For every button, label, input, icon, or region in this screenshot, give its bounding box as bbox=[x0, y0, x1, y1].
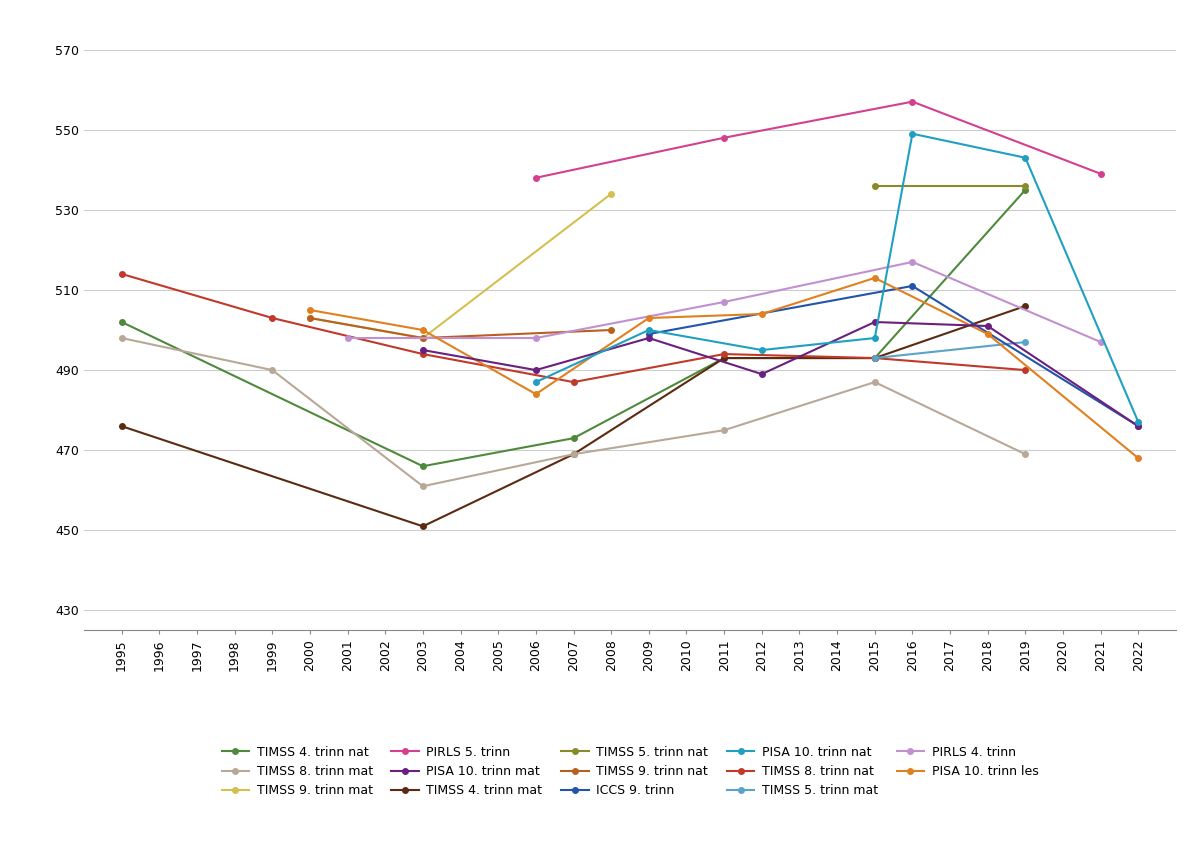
TIMSS 9. trinn mat bbox=[415, 333, 430, 343]
PISA 10. trinn les bbox=[755, 309, 769, 320]
PIRLS 4. trinn bbox=[1093, 337, 1108, 347]
TIMSS 5. trinn nat bbox=[868, 181, 882, 191]
PISA 10. trinn nat bbox=[868, 333, 882, 343]
TIMSS 8. trinn nat bbox=[114, 269, 128, 279]
ICCS 9. trinn bbox=[642, 329, 656, 339]
TIMSS 8. trinn mat bbox=[1018, 449, 1032, 459]
PIRLS 4. trinn bbox=[341, 333, 355, 343]
PISA 10. trinn les bbox=[1132, 453, 1146, 463]
TIMSS 5. trinn mat bbox=[1018, 337, 1032, 347]
TIMSS 9. trinn nat bbox=[302, 313, 317, 323]
Line: TIMSS 9. trinn nat: TIMSS 9. trinn nat bbox=[307, 315, 614, 341]
TIMSS 8. trinn mat bbox=[265, 365, 280, 375]
TIMSS 4. trinn nat bbox=[415, 461, 430, 471]
TIMSS 9. trinn mat bbox=[604, 188, 618, 199]
PIRLS 5. trinn bbox=[1093, 169, 1108, 179]
Line: TIMSS 4. trinn mat: TIMSS 4. trinn mat bbox=[119, 303, 1028, 529]
TIMSS 4. trinn nat bbox=[566, 433, 581, 443]
Line: PISA 10. trinn les: PISA 10. trinn les bbox=[307, 275, 1141, 461]
PISA 10. trinn les bbox=[980, 329, 995, 339]
TIMSS 8. trinn nat bbox=[265, 313, 280, 323]
PISA 10. trinn mat bbox=[529, 365, 544, 375]
TIMSS 8. trinn mat bbox=[868, 377, 882, 387]
PISA 10. trinn mat bbox=[642, 333, 656, 343]
PIRLS 4. trinn bbox=[529, 333, 544, 343]
TIMSS 8. trinn mat bbox=[114, 333, 128, 343]
TIMSS 9. trinn mat bbox=[302, 313, 317, 323]
PIRLS 5. trinn bbox=[529, 173, 544, 183]
TIMSS 8. trinn nat bbox=[1018, 365, 1032, 375]
Line: ICCS 9. trinn: ICCS 9. trinn bbox=[646, 283, 1141, 429]
TIMSS 4. trinn mat bbox=[868, 353, 882, 363]
Line: TIMSS 8. trinn mat: TIMSS 8. trinn mat bbox=[119, 335, 1028, 489]
PIRLS 4. trinn bbox=[905, 256, 919, 267]
Line: TIMSS 4. trinn nat: TIMSS 4. trinn nat bbox=[119, 187, 1028, 469]
TIMSS 4. trinn mat bbox=[415, 521, 430, 532]
TIMSS 5. trinn mat bbox=[868, 353, 882, 363]
TIMSS 5. trinn nat bbox=[1018, 181, 1032, 191]
PISA 10. trinn les bbox=[642, 313, 656, 323]
TIMSS 4. trinn nat bbox=[114, 317, 128, 327]
TIMSS 4. trinn nat bbox=[1018, 185, 1032, 195]
PISA 10. trinn nat bbox=[529, 377, 544, 387]
PISA 10. trinn mat bbox=[980, 321, 995, 331]
PISA 10. trinn mat bbox=[415, 345, 430, 355]
ICCS 9. trinn bbox=[905, 281, 919, 291]
TIMSS 9. trinn nat bbox=[415, 333, 430, 343]
PISA 10. trinn nat bbox=[1132, 417, 1146, 427]
TIMSS 8. trinn mat bbox=[716, 425, 731, 435]
Line: TIMSS 8. trinn nat: TIMSS 8. trinn nat bbox=[119, 271, 1028, 385]
TIMSS 8. trinn mat bbox=[566, 449, 581, 459]
PISA 10. trinn mat bbox=[868, 317, 882, 327]
Line: PIRLS 5. trinn: PIRLS 5. trinn bbox=[533, 99, 1104, 181]
TIMSS 9. trinn nat bbox=[604, 325, 618, 335]
TIMSS 4. trinn nat bbox=[868, 353, 882, 363]
Line: TIMSS 5. trinn nat: TIMSS 5. trinn nat bbox=[872, 183, 1028, 188]
PISA 10. trinn nat bbox=[642, 325, 656, 335]
TIMSS 8. trinn mat bbox=[415, 481, 430, 492]
PIRLS 4. trinn bbox=[716, 296, 731, 307]
ICCS 9. trinn bbox=[1132, 421, 1146, 431]
PISA 10. trinn nat bbox=[905, 129, 919, 139]
TIMSS 8. trinn nat bbox=[415, 349, 430, 360]
PISA 10. trinn nat bbox=[755, 345, 769, 355]
Line: PISA 10. trinn nat: PISA 10. trinn nat bbox=[533, 131, 1141, 425]
PISA 10. trinn les bbox=[868, 273, 882, 283]
PIRLS 5. trinn bbox=[716, 133, 731, 143]
TIMSS 4. trinn mat bbox=[566, 449, 581, 459]
PIRLS 5. trinn bbox=[905, 96, 919, 106]
Line: PISA 10. trinn mat: PISA 10. trinn mat bbox=[420, 320, 1141, 429]
TIMSS 8. trinn nat bbox=[868, 353, 882, 363]
PISA 10. trinn mat bbox=[755, 369, 769, 379]
PISA 10. trinn les bbox=[302, 305, 317, 315]
PISA 10. trinn les bbox=[415, 325, 430, 335]
Line: TIMSS 9. trinn mat: TIMSS 9. trinn mat bbox=[307, 191, 614, 341]
PISA 10. trinn nat bbox=[1018, 153, 1032, 163]
PISA 10. trinn les bbox=[529, 389, 544, 400]
TIMSS 4. trinn nat bbox=[716, 353, 731, 363]
TIMSS 8. trinn nat bbox=[716, 349, 731, 360]
TIMSS 4. trinn mat bbox=[1018, 301, 1032, 311]
TIMSS 4. trinn mat bbox=[716, 353, 731, 363]
Line: TIMSS 5. trinn mat: TIMSS 5. trinn mat bbox=[872, 339, 1028, 361]
PISA 10. trinn mat bbox=[1132, 421, 1146, 431]
TIMSS 4. trinn mat bbox=[114, 421, 128, 431]
Legend: TIMSS 4. trinn nat, TIMSS 8. trinn mat, TIMSS 9. trinn mat, PIRLS 5. trinn, PISA: TIMSS 4. trinn nat, TIMSS 8. trinn mat, … bbox=[215, 740, 1045, 803]
Line: PIRLS 4. trinn: PIRLS 4. trinn bbox=[344, 259, 1104, 345]
TIMSS 8. trinn nat bbox=[566, 377, 581, 387]
